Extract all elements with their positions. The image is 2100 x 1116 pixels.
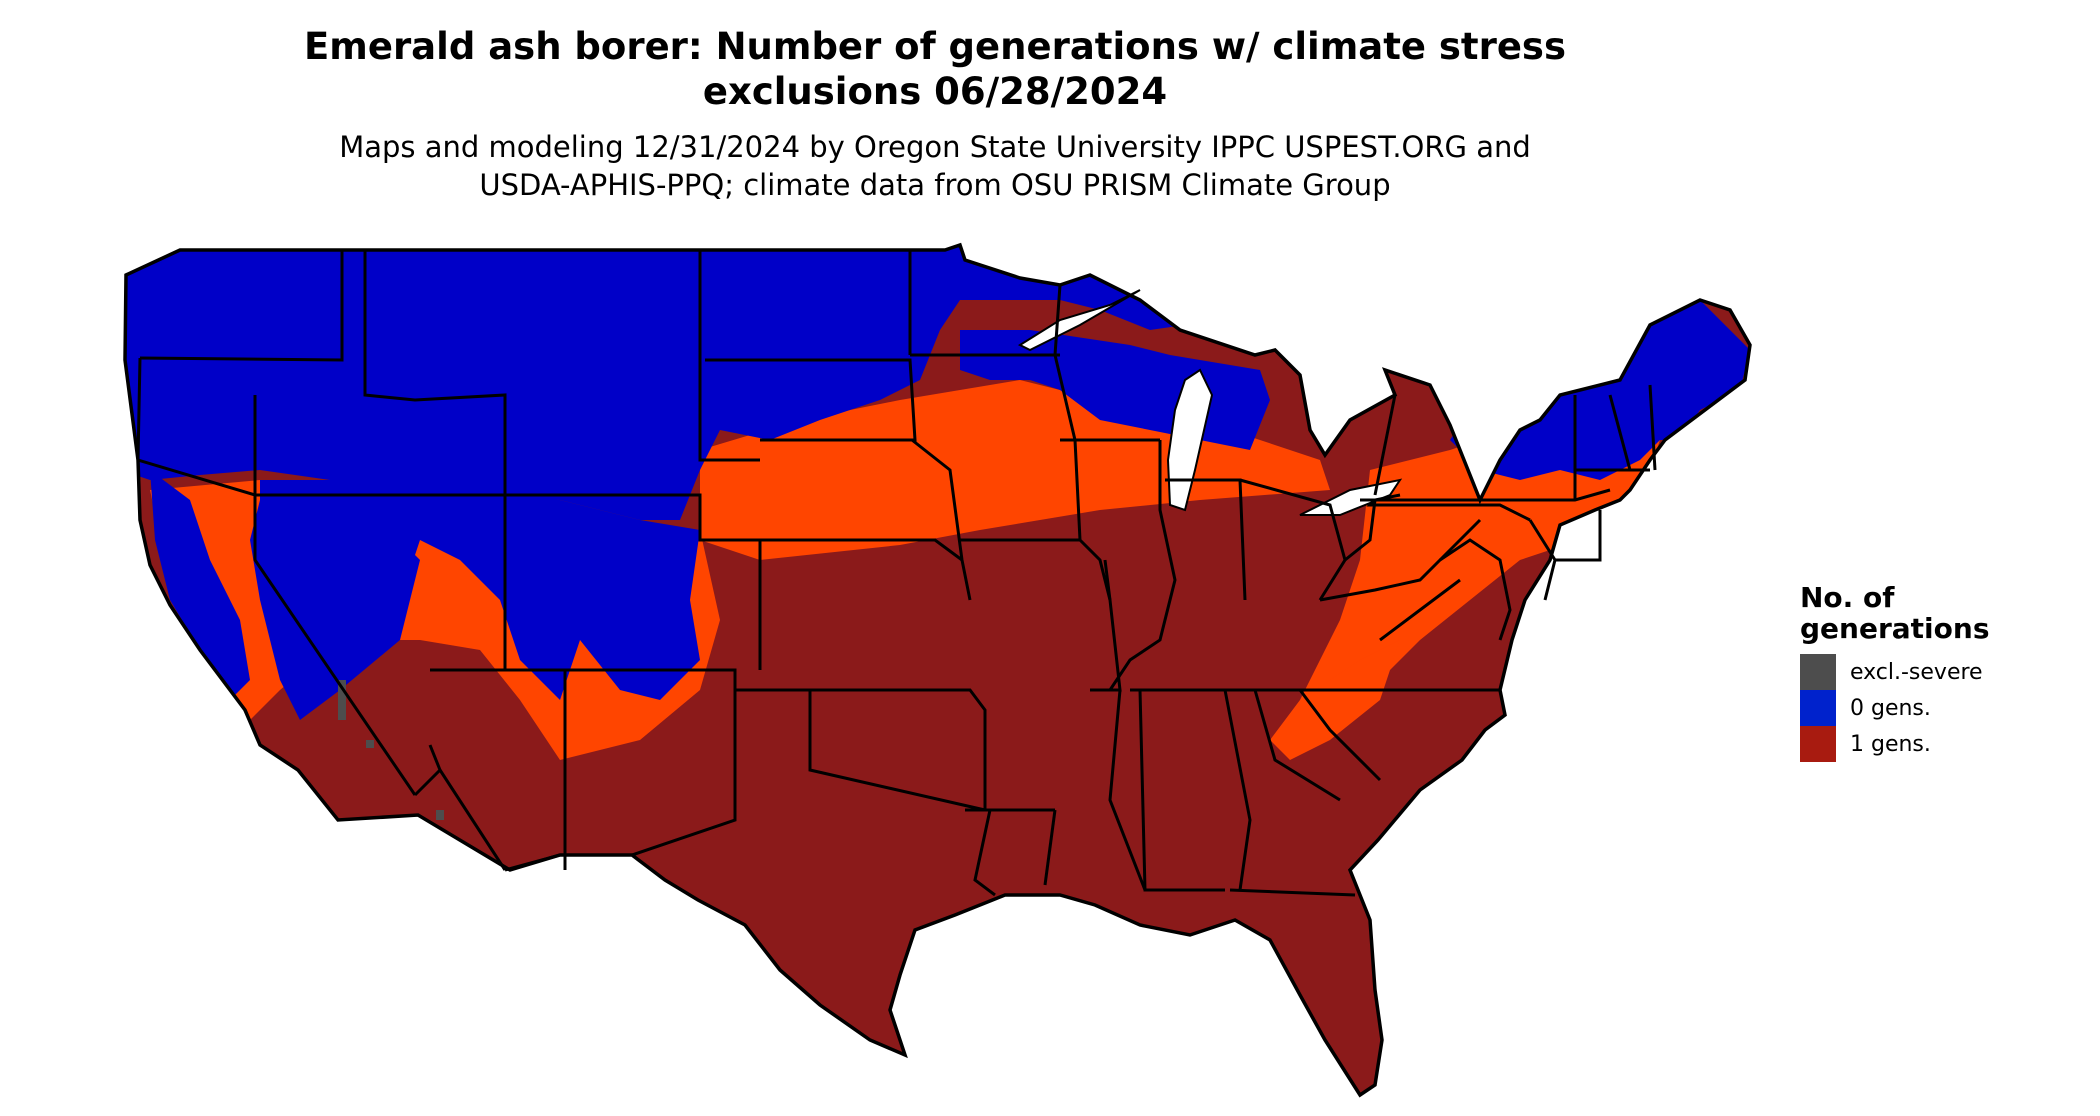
legend-title-line-2: generations xyxy=(1800,612,1990,645)
map-region-zero-gens-north xyxy=(125,245,1310,520)
legend-title: No. of generations xyxy=(1800,582,1989,644)
map-region-zero-gens-northeast xyxy=(1450,300,1750,480)
legend-item-zero-gens: 0 gens. xyxy=(1800,690,1989,726)
lake-michigan xyxy=(1166,368,1214,512)
subtitle-line-2: USDA-APHIS-PPQ; climate data from OSU PR… xyxy=(479,168,1391,202)
title-line-1: Emerald ash borer: Number of generations… xyxy=(304,25,1566,68)
legend-swatch-zero-gens xyxy=(1800,690,1836,726)
legend-label-excl-severe: excl.-severe xyxy=(1850,659,1983,685)
legend-item-excl-severe: excl.-severe xyxy=(1800,654,1989,690)
legend-item-one-gen: 1 gens. xyxy=(1800,726,1989,762)
us-outline xyxy=(123,242,1752,1098)
lake-superior xyxy=(1017,289,1141,352)
map-title: Emerald ash borer: Number of generations… xyxy=(200,24,1670,114)
map-region-transition-appalachian xyxy=(1270,640,1400,760)
legend-label-zero-gens: 0 gens. xyxy=(1850,695,1931,721)
legend-swatch-excl-severe xyxy=(1800,654,1836,690)
map-legend: No. of generations excl.-severe 0 gens. … xyxy=(1800,582,1989,762)
map-region-zero-gens-nevada xyxy=(250,495,420,720)
subtitle-line-1: Maps and modeling 12/31/2024 by Oregon S… xyxy=(339,130,1531,164)
map-subtitle: Maps and modeling 12/31/2024 by Oregon S… xyxy=(200,128,1670,204)
map-region-excl-severe-3 xyxy=(436,810,444,820)
legend-label-one-gen: 1 gens. xyxy=(1850,731,1931,757)
title-line-2: exclusions 06/28/2024 xyxy=(702,70,1168,113)
map-region-excl-severe-1 xyxy=(338,680,346,720)
map-region-excl-severe-2 xyxy=(366,740,374,748)
legend-swatch-one-gen xyxy=(1800,726,1836,762)
map-region-zero-gens-sierra xyxy=(150,470,250,700)
legend-title-line-1: No. of xyxy=(1800,581,1895,614)
map-region-transition-central xyxy=(700,380,1330,560)
